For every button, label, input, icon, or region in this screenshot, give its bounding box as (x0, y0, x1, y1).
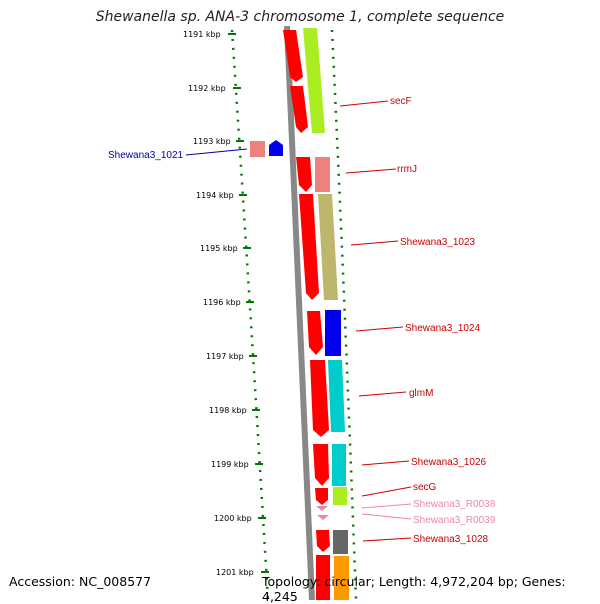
gene-label-1026[interactable]: Shewana3_1026 (411, 457, 487, 468)
gene-label-1021[interactable]: Shewana3_1021 (108, 150, 184, 161)
gene-label-secG[interactable]: secG (413, 482, 437, 493)
tick-label-1193: 1193 kbp (193, 137, 231, 146)
feature-1021-pink (250, 141, 265, 157)
connector-secG (361, 486, 412, 497)
connector-R0039 (361, 513, 412, 520)
gene-label-secF[interactable]: secF (390, 96, 412, 107)
cds-arrow (299, 194, 319, 300)
function-track (303, 28, 349, 600)
cds-arrow (283, 30, 303, 82)
accession-text: Accession: NC_008577 (9, 574, 152, 589)
function-block-1024 (325, 310, 341, 356)
tick-label-1200: 1200 kbp (214, 514, 252, 523)
gene-label-1024[interactable]: Shewana3_1024 (405, 323, 481, 334)
cds-arrow (315, 488, 328, 505)
connector-1026 (361, 460, 410, 466)
connector-rrmJ (345, 168, 397, 174)
cds-arrow (290, 86, 308, 133)
label-connectors (185, 100, 412, 542)
tick-label-1198: 1198 kbp (209, 406, 247, 415)
gene-label-R0038[interactable]: Shewana3_R0038 (413, 499, 496, 510)
cds-block (316, 555, 330, 600)
function-block-next (334, 556, 349, 600)
gene-label-R0039[interactable]: Shewana3_R0039 (413, 515, 496, 526)
connector-1023 (350, 240, 399, 246)
tick-label-1192: 1192 kbp (188, 84, 226, 93)
gene-labels: secF rrmJ Shewana3_1021 Shewana3_1023 Sh… (108, 96, 496, 545)
gene-label-1023[interactable]: Shewana3_1023 (400, 237, 476, 248)
scale-ticks: 1191 kbp 1192 kbp 1193 kbp 1194 kbp 1195… (183, 30, 269, 577)
cds-arrow (307, 311, 323, 355)
rna-marker-R0039 (317, 515, 329, 520)
connector-secF (339, 100, 389, 107)
function-block-1026 (332, 444, 346, 486)
cds-track (283, 30, 330, 600)
cds-arrow (310, 360, 329, 437)
connector-glmM (358, 391, 407, 397)
cds-arrow (296, 157, 312, 192)
tick-label-1201: 1201 kbp (216, 568, 254, 577)
cds-arrow (316, 530, 330, 552)
connector-1021 (185, 148, 248, 156)
function-block-glmM (328, 360, 345, 432)
connector-1024 (355, 326, 404, 332)
function-block-secG (333, 487, 347, 505)
tick-label-1194: 1194 kbp (196, 191, 234, 200)
gene-label-glmM[interactable]: glmM (409, 388, 433, 399)
tick-label-1195: 1195 kbp (200, 244, 238, 253)
function-block-secF (303, 28, 325, 133)
tick-label-1196: 1196 kbp (203, 298, 241, 307)
cds-arrow (313, 444, 329, 486)
gene-label-1028[interactable]: Shewana3_1028 (413, 534, 489, 545)
gene-label-rrmJ[interactable]: rrmJ (397, 164, 417, 175)
tick-label-1197: 1197 kbp (206, 352, 244, 361)
rna-marker-R0038 (316, 506, 328, 511)
function-block-1028 (333, 530, 348, 554)
tick-label-1191: 1191 kbp (183, 30, 221, 39)
connector-R0038 (361, 503, 412, 509)
function-block-rrmJ (315, 157, 330, 192)
tick-label-1199: 1199 kbp (211, 460, 249, 469)
function-block-1023 (318, 194, 338, 300)
map-title: Shewanella sp. ANA-3 chromosome 1, compl… (95, 9, 505, 25)
chromosome-backbone (284, 25, 315, 600)
feature-1021-blue (269, 140, 283, 156)
connector-1028 (362, 537, 412, 542)
